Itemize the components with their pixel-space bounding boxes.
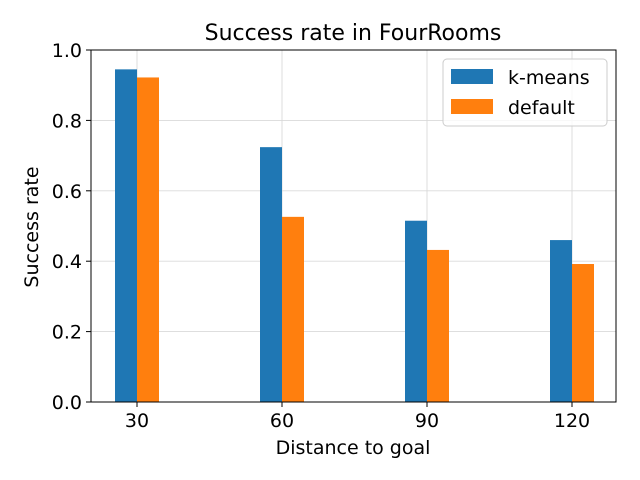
y-tick-label: 0.2 <box>52 322 82 344</box>
y-tick-label: 0.4 <box>52 251 82 273</box>
legend: k-means default <box>442 58 608 127</box>
bar-default-120 <box>572 264 594 402</box>
bar-default-60 <box>282 216 304 402</box>
y-axis-ticks: 0.0 0.2 0.4 0.6 0.8 1.0 <box>52 40 91 414</box>
plot-frame <box>90 49 617 403</box>
bars <box>115 69 594 403</box>
bar-k-means-90 <box>405 220 427 402</box>
legend-swatch-k-means <box>451 69 493 84</box>
chart-title: Success rate in FourRooms <box>205 21 502 46</box>
x-axis-label: Distance to goal <box>276 437 431 459</box>
bar-k-means-120 <box>550 240 572 402</box>
legend-swatch-default <box>451 99 493 114</box>
bar-k-means-30 <box>115 69 137 403</box>
bar-default-30 <box>137 77 159 403</box>
y-tick-label: 0.8 <box>52 110 82 132</box>
legend-label-k-means: k-means <box>508 67 590 89</box>
bar-k-means-60 <box>260 147 282 402</box>
y-tick-label: 0.6 <box>52 181 82 203</box>
legend-label-default: default <box>508 97 575 119</box>
y-axis-label: Success rate <box>21 166 43 287</box>
y-tick-label: 1.0 <box>52 40 82 62</box>
y-tick-label: 0.0 <box>52 392 82 414</box>
bar-default-90 <box>427 249 449 402</box>
x-tick-label: 30 <box>125 410 149 432</box>
x-axis-ticks: 30 60 90 120 <box>125 402 590 432</box>
axes <box>90 49 617 403</box>
x-tick-label: 120 <box>554 410 590 432</box>
x-tick-label: 60 <box>270 410 294 432</box>
x-tick-label: 90 <box>415 410 439 432</box>
